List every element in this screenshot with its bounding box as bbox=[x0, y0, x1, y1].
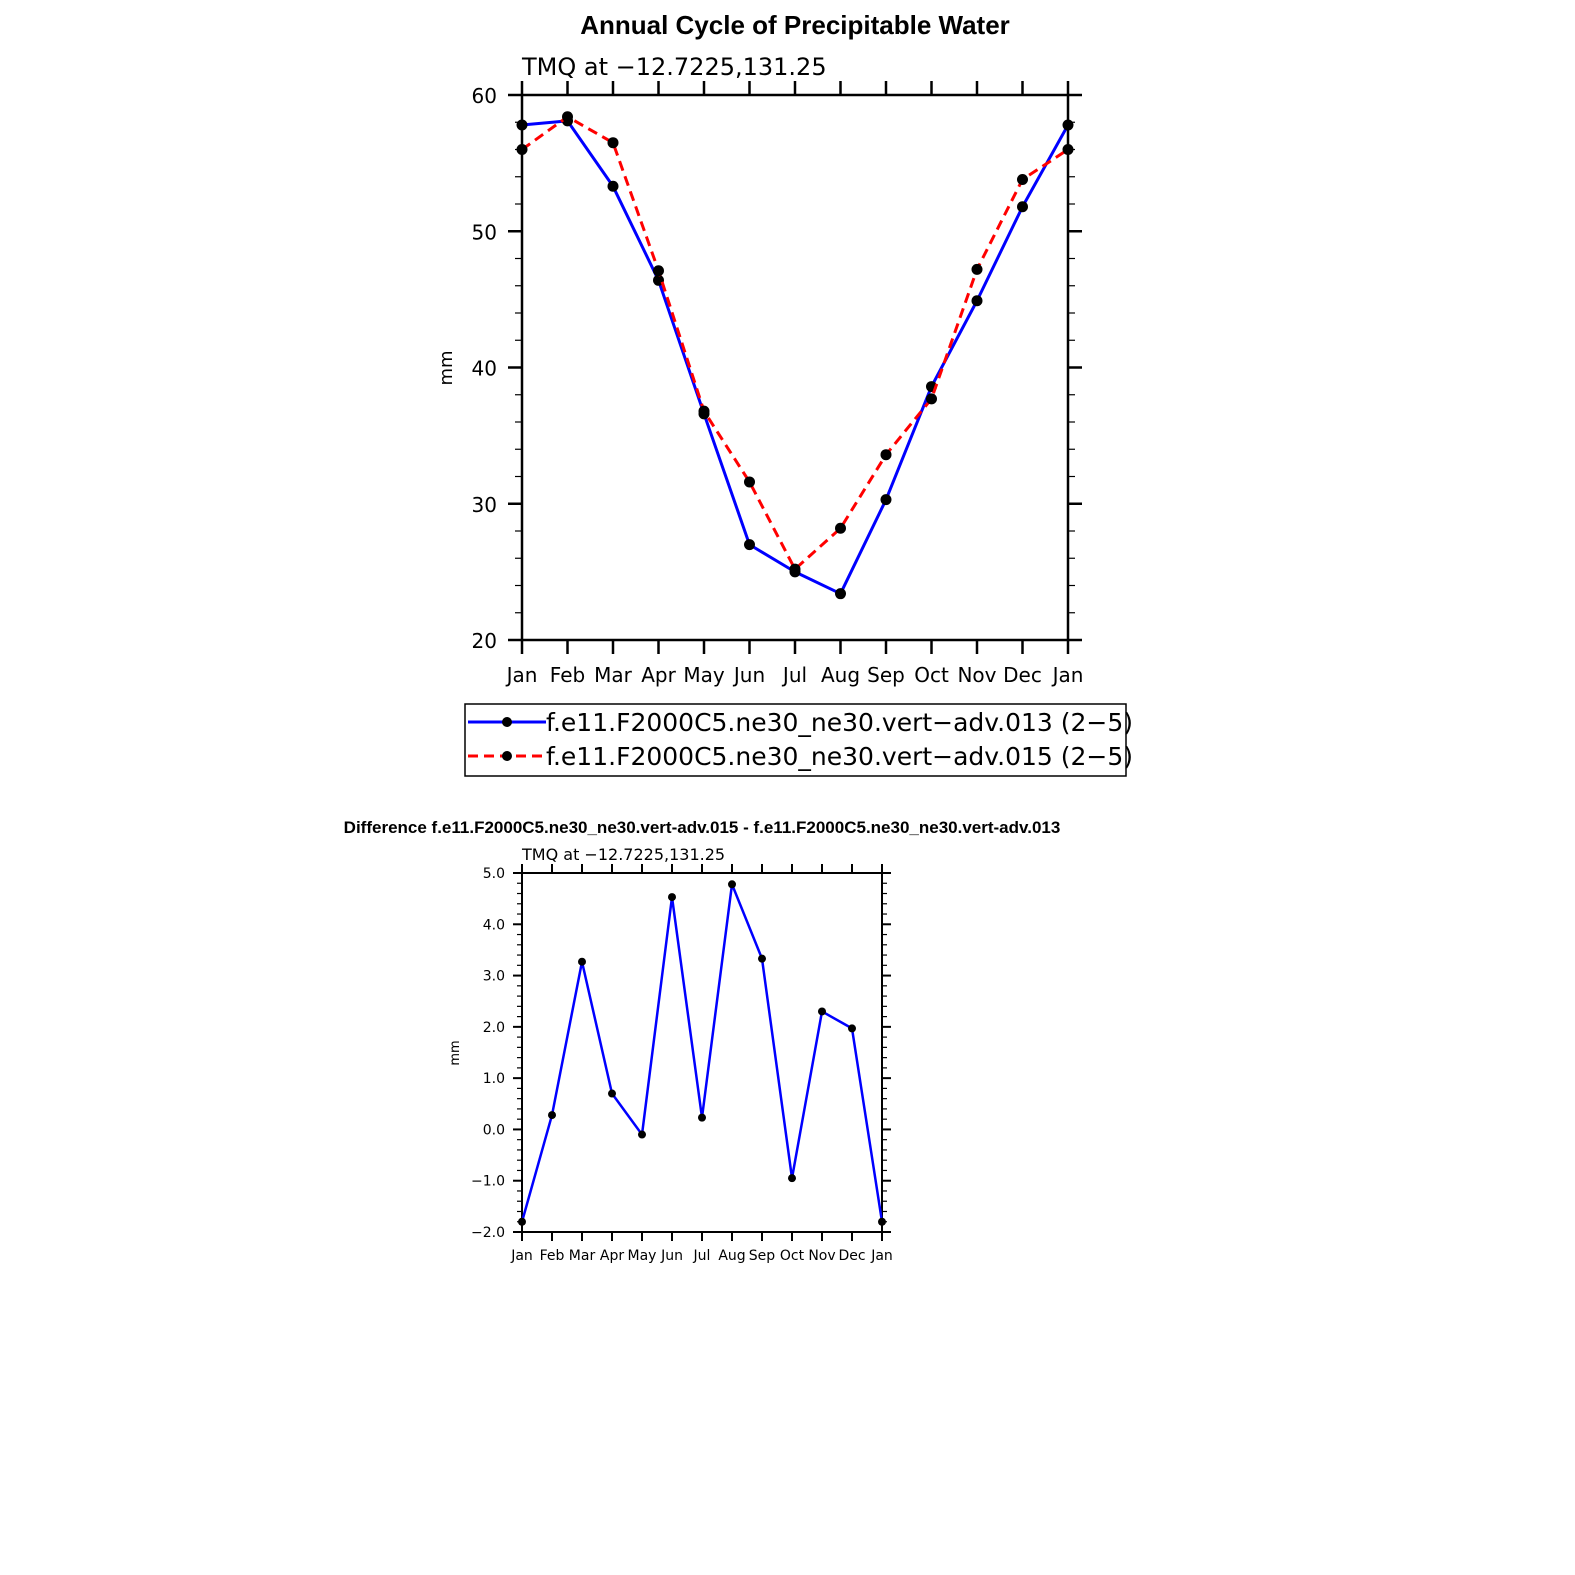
x-tick-label: Oct bbox=[914, 663, 949, 687]
data-point bbox=[758, 954, 766, 963]
data-point bbox=[878, 1217, 886, 1226]
x-tick-label: Jun bbox=[660, 1248, 683, 1264]
x-tick-label: Sep bbox=[749, 1248, 776, 1264]
data-point bbox=[638, 1130, 646, 1139]
data-point bbox=[562, 111, 573, 123]
x-tick-label: Feb bbox=[540, 1248, 565, 1264]
chart1-title: Annual Cycle of Precipitable Water bbox=[580, 10, 1010, 40]
data-point bbox=[653, 265, 664, 277]
x-tick-label: Aug bbox=[718, 1248, 745, 1264]
data-point bbox=[698, 405, 710, 417]
chart2-ylabel: mm bbox=[448, 1040, 463, 1065]
data-point bbox=[607, 180, 619, 192]
data-point bbox=[516, 119, 528, 131]
legend-marker-015 bbox=[502, 751, 512, 761]
chart1-frame bbox=[520, 93, 1070, 642]
x-tick-label: Sep bbox=[867, 663, 905, 687]
x-tick-label: Oct bbox=[780, 1248, 805, 1264]
legend-marker-013 bbox=[502, 717, 512, 727]
x-tick-label: Apr bbox=[641, 663, 676, 687]
x-tick-label: Jan bbox=[870, 1248, 893, 1264]
chart2-frame bbox=[521, 872, 883, 1233]
x-tick-label: Nov bbox=[957, 663, 996, 687]
x-tick-label: Jan bbox=[510, 1248, 533, 1264]
x-tick-label: Mar bbox=[569, 1248, 596, 1264]
legend-box bbox=[464, 703, 1127, 777]
chart2-plot: Jan Feb Mar Apr May Jun Jul Aug Sep Oct Nov Dec Jan−… bbox=[471, 864, 893, 1264]
chart2-subtitle: TMQ at −12.7225,131.25 bbox=[521, 845, 725, 864]
x-tick-label: Jun bbox=[732, 663, 765, 687]
data-point bbox=[607, 137, 619, 149]
data-point bbox=[578, 957, 586, 966]
y-tick-label: −1.0 bbox=[471, 1174, 505, 1190]
data-point bbox=[789, 563, 801, 575]
series-line-0 bbox=[520, 883, 884, 1223]
chart1-subtitle: TMQ at −12.7225,131.25 bbox=[521, 53, 827, 81]
data-point bbox=[728, 880, 736, 889]
data-point bbox=[744, 476, 755, 488]
data-point bbox=[848, 1024, 856, 1033]
y-tick-label: 0.0 bbox=[483, 1122, 505, 1138]
y-tick-label: 30 bbox=[472, 493, 497, 517]
x-tick-label: Nov bbox=[808, 1248, 835, 1264]
data-point bbox=[835, 588, 846, 600]
data-point bbox=[926, 393, 937, 405]
chart1-plot: Jan Feb Mar Apr May Jun Jul Aug Sep Oct Nov Dec Jan 2… bbox=[472, 81, 1084, 687]
x-tick-label: Feb bbox=[550, 663, 585, 687]
y-tick-label: 4.0 bbox=[483, 917, 505, 933]
chart2-title: Difference f.e11.F2000C5.ne30_ne30.vert-… bbox=[344, 818, 1061, 837]
y-tick-label: 20 bbox=[472, 629, 497, 653]
data-point bbox=[1017, 173, 1028, 185]
y-tick-label: 60 bbox=[472, 84, 497, 108]
data-point bbox=[1062, 144, 1074, 155]
x-tick-label: Apr bbox=[600, 1248, 624, 1264]
legend-label-015: f.e11.F2000C5.ne30_ne30.vert−adv.015 (2−… bbox=[546, 742, 1133, 771]
data-point bbox=[1017, 201, 1028, 213]
x-tick-label: Aug bbox=[821, 663, 860, 687]
data-point bbox=[608, 1089, 616, 1098]
data-point bbox=[668, 893, 676, 902]
x-tick-label: Jul bbox=[781, 663, 807, 687]
x-tick-label: Mar bbox=[594, 663, 633, 687]
x-tick-label: Jul bbox=[693, 1248, 711, 1264]
series-line-1 bbox=[521, 115, 1069, 571]
data-point bbox=[971, 295, 983, 307]
legend-label-013: f.e11.F2000C5.ne30_ne30.vert−adv.013 (2−… bbox=[546, 708, 1133, 737]
y-tick-label: −2.0 bbox=[471, 1225, 505, 1241]
data-point bbox=[548, 1111, 556, 1120]
data-point bbox=[698, 1113, 706, 1122]
data-point bbox=[518, 1217, 526, 1226]
x-tick-label: Dec bbox=[838, 1248, 865, 1264]
data-point bbox=[880, 494, 892, 506]
data-point bbox=[516, 144, 528, 155]
data-point bbox=[835, 522, 846, 534]
x-tick-label: Jan bbox=[505, 663, 538, 687]
y-tick-label: 50 bbox=[472, 220, 497, 244]
y-tick-label: 1.0 bbox=[483, 1071, 505, 1087]
series-line-0 bbox=[521, 119, 1070, 596]
chart1-ylabel: mm bbox=[436, 350, 457, 385]
chart1-legend: f.e11.F2000C5.ne30_ne30.vert−adv.013 (2−… bbox=[464, 703, 1133, 777]
y-tick-label: 5.0 bbox=[483, 866, 505, 882]
data-point bbox=[744, 539, 755, 551]
y-tick-label: 3.0 bbox=[483, 969, 505, 985]
x-tick-label: May bbox=[683, 663, 725, 687]
data-point bbox=[880, 449, 892, 461]
x-tick-label: May bbox=[628, 1248, 657, 1264]
x-tick-label: Dec bbox=[1003, 663, 1042, 687]
y-tick-label: 2.0 bbox=[483, 1020, 505, 1036]
y-tick-label: 40 bbox=[472, 357, 497, 381]
data-point bbox=[971, 263, 983, 275]
x-tick-label: Jan bbox=[1051, 663, 1084, 687]
data-point bbox=[788, 1174, 796, 1183]
data-point bbox=[818, 1007, 826, 1016]
data-point bbox=[1062, 119, 1074, 131]
